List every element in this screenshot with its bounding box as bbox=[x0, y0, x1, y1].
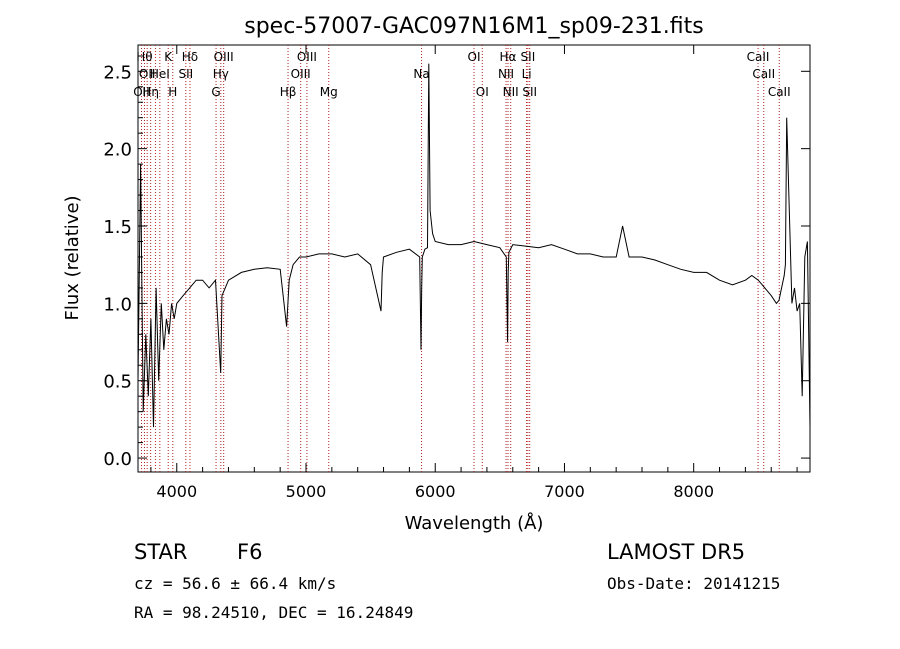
y-axis-ticks: 0.0 0.5 1.0 1.5 2.0 2.5 bbox=[103, 62, 810, 470]
y-tick-label: 2.0 bbox=[103, 140, 132, 161]
line-marker-label: NII bbox=[503, 85, 519, 99]
x-axis-ticks: 4000 5000 6000 7000 8000 bbox=[150, 45, 798, 501]
line-marker-label: Hγ bbox=[213, 67, 229, 81]
x-tick-label: 5000 bbox=[286, 482, 327, 501]
x-tick-label: 4000 bbox=[156, 482, 197, 501]
line-marker-label: NII bbox=[498, 67, 514, 81]
line-marker-label: OII bbox=[139, 67, 156, 81]
y-tick-label: 1.5 bbox=[103, 217, 132, 238]
line-marker-label: OIII bbox=[214, 50, 234, 64]
line-marker-label: Na bbox=[413, 67, 429, 81]
line-marker-label: G bbox=[211, 85, 220, 99]
line-marker-label: Hδ bbox=[182, 50, 198, 64]
line-marker-label: Li bbox=[522, 67, 532, 81]
line-marker-label: SII bbox=[522, 85, 537, 99]
line-marker-label: OII bbox=[133, 85, 150, 99]
line-marker-label: OIII bbox=[291, 67, 311, 81]
line-marker-label: H bbox=[168, 85, 177, 99]
line-markers bbox=[140, 45, 780, 472]
y-tick-label: 0.5 bbox=[103, 372, 132, 393]
x-tick-label: 7000 bbox=[544, 482, 585, 501]
y-tick-label: 2.5 bbox=[103, 62, 132, 83]
y-axis-label: Flux (relative) bbox=[62, 195, 83, 320]
line-marker-label: K bbox=[164, 50, 173, 64]
line-marker-label: Hβ bbox=[280, 85, 297, 99]
line-marker-label: Hθ bbox=[136, 50, 152, 64]
y-tick-label: 1.0 bbox=[103, 294, 132, 315]
x-tick-label: 6000 bbox=[415, 482, 456, 501]
line-marker-label: OI bbox=[476, 85, 489, 99]
spectrum-line bbox=[137, 63, 811, 428]
line-marker-label: CaII bbox=[752, 67, 775, 81]
line-marker-label: Hη bbox=[142, 85, 159, 99]
line-marker-label: HeI bbox=[150, 67, 170, 81]
object-subclass: F6 bbox=[237, 540, 263, 564]
line-marker-label: Mg bbox=[320, 85, 338, 99]
line-marker-label: OI bbox=[468, 50, 481, 64]
coordinates: RA = 98.24510, DEC = 16.24849 bbox=[134, 603, 414, 622]
line-marker-label: SII bbox=[178, 67, 193, 81]
line-marker-labels: OIIHθOIIHηHeIKHSIIHδGHγOIIIHβOIIIOIIIMgN… bbox=[133, 50, 790, 99]
redshift-velocity: cz = 56.6 ± 66.4 km/s bbox=[134, 574, 337, 593]
line-marker-label: SII bbox=[521, 50, 536, 64]
line-marker-label: OIII bbox=[297, 50, 317, 64]
line-marker-label: CaII bbox=[747, 50, 770, 64]
line-marker-label: Hα bbox=[500, 50, 517, 64]
observation-date: Obs-Date: 20141215 bbox=[607, 574, 781, 593]
survey-name: LAMOST DR5 bbox=[607, 540, 746, 564]
chart-title: spec-57007-GAC097N16M1_sp09-231.fits bbox=[244, 14, 704, 39]
object-class: STAR bbox=[134, 540, 188, 564]
x-tick-label: 8000 bbox=[673, 482, 714, 501]
line-marker-label: CaII bbox=[768, 85, 791, 99]
y-tick-label: 0.0 bbox=[103, 449, 132, 470]
x-axis-label: Wavelength (Å) bbox=[405, 512, 544, 534]
